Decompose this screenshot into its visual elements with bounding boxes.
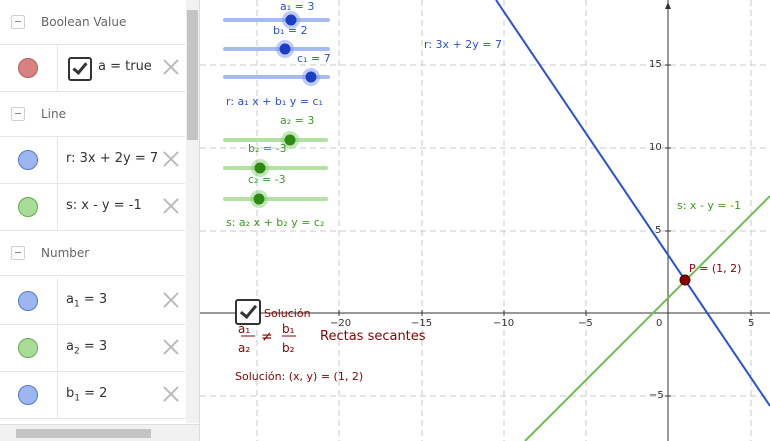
visibility-dot-icon[interactable]: [18, 150, 38, 170]
algebra-item-s[interactable]: s: x - y = -1: [0, 184, 185, 231]
algebra-item-a2[interactable]: a2 = 3: [0, 325, 185, 372]
delete-icon[interactable]: [161, 336, 181, 358]
solution-checkbox-label: Solución: [264, 307, 311, 320]
x-tick-label: 5: [748, 318, 755, 329]
visibility-toggle[interactable]: [0, 45, 58, 91]
delete-icon[interactable]: [161, 148, 181, 170]
solution-text: Solución: (x, y) = (1, 2): [235, 370, 364, 383]
delete-icon[interactable]: [161, 289, 181, 311]
x-tick-label: 0: [656, 318, 663, 329]
collapse-icon[interactable]: [11, 246, 25, 260]
visibility-toggle[interactable]: [0, 137, 58, 183]
visibility-dot-icon[interactable]: [18, 197, 38, 217]
boolean-checkbox[interactable]: [68, 57, 92, 81]
group-header-boolean[interactable]: Boolean Value: [0, 0, 185, 45]
delete-icon[interactable]: [161, 56, 181, 78]
y-tick-label: −5: [649, 390, 664, 401]
x-tick-label: −15: [411, 318, 433, 329]
item-label: r: 3x + 2y = 7: [66, 151, 159, 166]
delete-icon[interactable]: [161, 383, 181, 405]
point-p-label: P = (1, 2): [689, 262, 742, 275]
algebra-item-r[interactable]: r: 3x + 2y = 7: [0, 137, 185, 184]
group-label: Line: [41, 107, 67, 121]
line-s-label: s: x - y = -1: [677, 199, 742, 212]
slider-a2-label: a₂ = 3: [280, 114, 315, 127]
slider-c2[interactable]: [223, 190, 328, 208]
equation-r-general: r: a₁ x + b₁ y = c₁: [226, 95, 323, 108]
scrollbar-thumb[interactable]: [187, 10, 198, 140]
item-label: s: x - y = -1: [66, 198, 142, 213]
slider-b2[interactable]: [223, 159, 328, 177]
slider-a1[interactable]: [223, 11, 330, 29]
horizontal-scrollbar[interactable]: [0, 424, 199, 441]
ratio-denominator-b2: b₂: [282, 341, 295, 355]
intersection-point-p[interactable]: [679, 274, 691, 286]
collapse-icon[interactable]: [11, 107, 25, 121]
group-label: Number: [41, 246, 90, 260]
visibility-toggle[interactable]: [0, 184, 58, 230]
y-tick-label: 15: [649, 59, 662, 70]
visibility-dot-icon[interactable]: [18, 338, 38, 358]
solution-checkbox[interactable]: [235, 299, 261, 325]
item-label: a1 = 3: [66, 292, 108, 310]
group-label: Boolean Value: [41, 15, 127, 29]
slider-a2[interactable]: [223, 131, 328, 149]
delete-icon[interactable]: [161, 195, 181, 217]
y-tick-label: 10: [649, 142, 662, 153]
slider-b1[interactable]: [223, 40, 330, 58]
line-r-label: r: 3x + 2y = 7: [424, 38, 502, 51]
visibility-dot-icon[interactable]: [18, 385, 38, 405]
item-label: a = true: [98, 59, 152, 74]
equation-s-general: s: a₂ x + b₂ y = c₂: [226, 216, 325, 229]
not-equal-sign: ≠: [261, 329, 273, 345]
x-tick-label: −5: [578, 318, 593, 329]
item-label: b1 = 2: [66, 386, 108, 404]
algebra-item-a1[interactable]: a1 = 3: [0, 278, 185, 325]
group-header-line[interactable]: Line: [0, 92, 185, 137]
ratio-denominator-a2: a₂: [238, 341, 251, 355]
x-tick-label: −10: [493, 318, 515, 329]
slider-b1-label: b₁ = 2: [273, 24, 308, 37]
vertical-scrollbar[interactable]: [186, 0, 199, 423]
group-header-number[interactable]: Number: [0, 231, 185, 276]
slider-b2-label: b₂ = -3: [248, 142, 287, 155]
slider-c1[interactable]: [223, 68, 330, 86]
algebra-item-b1[interactable]: b1 = 2: [0, 372, 185, 419]
slider-c1-label: c₁ = 7: [297, 52, 331, 65]
visibility-dot-icon[interactable]: [18, 58, 38, 78]
graphics-view[interactable]: a₁ = 3 b₁ = 2 c₁ = 7 r: a₁ x + b₁ y = c₁…: [200, 0, 770, 441]
ratio-numerator-a1: a₁: [238, 322, 251, 336]
slider-a1-label: a₁ = 3: [280, 0, 315, 13]
visibility-dot-icon[interactable]: [18, 291, 38, 311]
algebra-view: Boolean Value a = true Line r: 3x + 2y =…: [0, 0, 200, 441]
visibility-toggle[interactable]: [0, 325, 58, 371]
y-tick-label: 5: [655, 225, 662, 236]
line-s[interactable]: [524, 195, 770, 441]
scrollbar-thumb[interactable]: [16, 429, 151, 438]
x-tick-label: −20: [330, 318, 352, 329]
visibility-toggle[interactable]: [0, 372, 58, 418]
algebra-item-a[interactable]: a = true: [0, 45, 185, 92]
visibility-toggle[interactable]: [0, 278, 58, 324]
item-label: a2 = 3: [66, 339, 108, 357]
ratio-numerator-b1: b₁: [282, 322, 295, 336]
graphics-canvas[interactable]: [200, 0, 770, 441]
slider-c2-label: c₂ = -3: [248, 173, 286, 186]
collapse-icon[interactable]: [11, 15, 25, 29]
line-r[interactable]: [495, 0, 770, 407]
result-text: Rectas secantes: [320, 329, 426, 344]
